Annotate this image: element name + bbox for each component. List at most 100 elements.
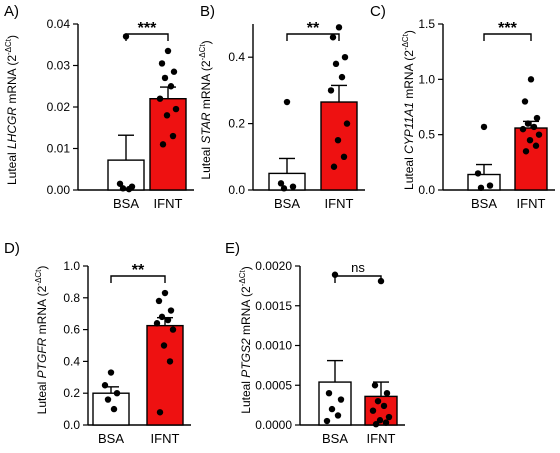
y-tick-label: 0.0 bbox=[228, 183, 245, 197]
data-point bbox=[327, 87, 335, 94]
data-point bbox=[533, 114, 541, 122]
data-point bbox=[169, 132, 177, 140]
data-point bbox=[169, 326, 177, 333]
x-tick-label: IFNT bbox=[151, 431, 180, 446]
data-point bbox=[330, 163, 338, 170]
data-point bbox=[325, 390, 333, 397]
y-tick-label: 0.0000 bbox=[255, 418, 292, 432]
data-point bbox=[107, 369, 115, 376]
data-point bbox=[532, 142, 540, 149]
y-tick-label: 1.0 bbox=[418, 72, 435, 86]
y-tick-label: 0.01 bbox=[47, 142, 71, 156]
data-point bbox=[156, 95, 164, 102]
data-point bbox=[376, 417, 384, 424]
data-point bbox=[289, 183, 297, 190]
y-axis-label: Luteal LHCGR mRNA (2-ΔCt) bbox=[4, 35, 19, 185]
y-tick-label: 0.0 bbox=[418, 183, 435, 197]
bar-ifnt bbox=[320, 101, 358, 191]
data-point bbox=[155, 297, 163, 305]
data-point bbox=[343, 120, 351, 127]
x-tick-label: BSA bbox=[113, 196, 139, 211]
significance-label: ** bbox=[307, 20, 320, 37]
data-point bbox=[526, 137, 534, 144]
data-point bbox=[163, 112, 171, 119]
significance-label: *** bbox=[498, 20, 517, 37]
y-tick-label: 0.4 bbox=[228, 50, 245, 64]
data-point bbox=[167, 83, 175, 90]
data-point bbox=[101, 382, 109, 389]
data-point bbox=[170, 68, 178, 75]
bar-ifnt bbox=[514, 127, 548, 191]
data-point bbox=[334, 137, 342, 144]
y-axis-label: Luteal STAR mRNA (2-ΔCt) bbox=[198, 40, 213, 179]
data-point bbox=[340, 153, 348, 160]
data-point bbox=[383, 390, 391, 397]
significance-bracket bbox=[286, 33, 340, 41]
data-point bbox=[524, 120, 532, 127]
panel-label: D) bbox=[4, 240, 20, 257]
data-point bbox=[519, 125, 527, 133]
y-axis-label: Luteal CYP11A1 mRNA (2-ΔCt) bbox=[401, 30, 416, 190]
significance-bracket bbox=[125, 33, 169, 41]
data-point bbox=[158, 60, 166, 67]
y-tick-label: 0.0 bbox=[63, 418, 80, 432]
data-point bbox=[530, 123, 538, 131]
bar-ifnt bbox=[149, 97, 187, 191]
y-tick-label: 0.0015 bbox=[255, 299, 292, 313]
data-point bbox=[110, 405, 118, 413]
x-tick-label: BSA bbox=[471, 196, 497, 211]
data-point bbox=[337, 396, 345, 403]
data-point bbox=[156, 409, 164, 416]
data-point bbox=[486, 182, 494, 189]
data-point bbox=[338, 73, 346, 81]
data-point bbox=[158, 313, 166, 321]
data-point bbox=[334, 412, 342, 419]
data-point bbox=[116, 180, 124, 187]
y-tick-label: 0.0020 bbox=[255, 259, 292, 273]
data-point bbox=[332, 60, 340, 68]
y-tick-label: 0.8 bbox=[63, 291, 80, 305]
data-point bbox=[522, 148, 530, 155]
x-tick-label: BSA bbox=[98, 431, 124, 446]
data-point bbox=[280, 185, 288, 192]
data-point bbox=[527, 76, 535, 83]
data-point bbox=[480, 123, 488, 131]
y-tick-label: 0.0010 bbox=[255, 339, 292, 353]
panel-label: E) bbox=[225, 240, 240, 257]
data-point bbox=[172, 105, 180, 113]
significance-bracket bbox=[334, 275, 382, 283]
bar-bsa bbox=[318, 381, 352, 426]
data-point bbox=[371, 382, 379, 389]
y-tick-label: 0.6 bbox=[63, 323, 80, 337]
y-tick-label: 0.0005 bbox=[255, 378, 292, 392]
data-point bbox=[164, 47, 172, 55]
x-tick-label: BSA bbox=[322, 431, 348, 446]
bar-ifnt bbox=[146, 324, 184, 426]
data-point bbox=[328, 405, 336, 413]
data-point bbox=[161, 289, 169, 297]
y-tick-label: 0.4 bbox=[63, 354, 80, 368]
data-point bbox=[385, 413, 393, 421]
data-point bbox=[335, 24, 343, 31]
data-point bbox=[153, 320, 161, 327]
data-point bbox=[161, 74, 169, 82]
x-tick-label: IFNT bbox=[154, 196, 183, 211]
panel-label: B) bbox=[200, 3, 215, 20]
panel-label: C) bbox=[370, 3, 386, 20]
data-point bbox=[166, 358, 174, 365]
x-tick-label: IFNT bbox=[367, 431, 396, 446]
data-point bbox=[521, 98, 529, 105]
data-point bbox=[113, 390, 121, 397]
data-point bbox=[380, 402, 388, 410]
panel-label: A) bbox=[4, 3, 19, 20]
bar-bsa bbox=[107, 159, 145, 191]
significance-bracket bbox=[483, 33, 532, 41]
significance-bracket bbox=[110, 275, 166, 283]
data-point bbox=[369, 407, 377, 414]
data-point bbox=[535, 131, 543, 138]
y-tick-label: 0.2 bbox=[63, 386, 80, 400]
data-point bbox=[167, 307, 175, 314]
panel-star: B) 0.0 0.2 0.4 Luteal STAR mRNA (2-ΔCt) BSA IF… bbox=[198, 3, 365, 211]
